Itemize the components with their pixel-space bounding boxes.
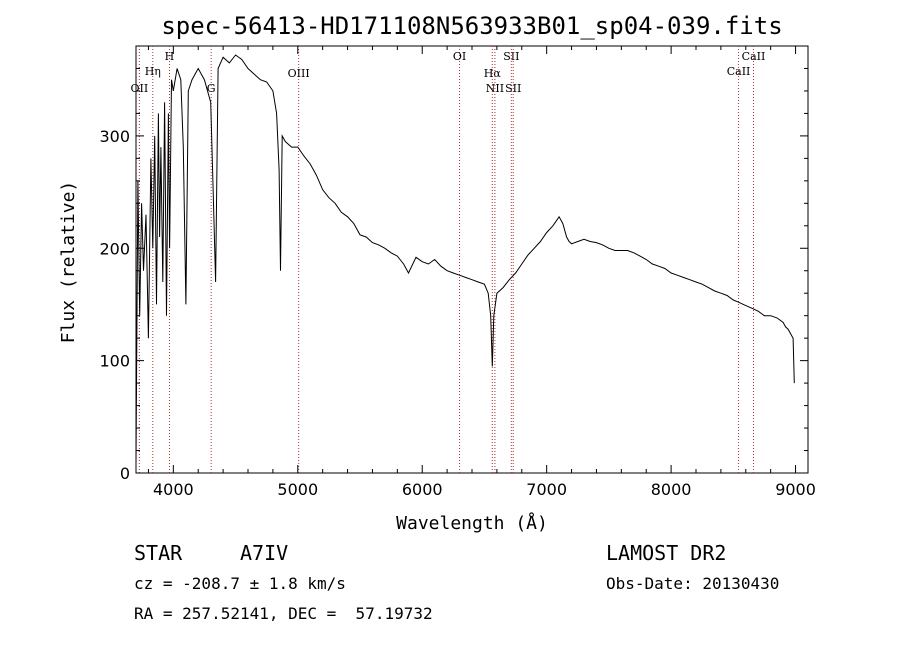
chart-title: spec-56413-HD171108N563933B01_sp04-039.f… (161, 12, 782, 40)
redshift-cz: cz = -208.7 ± 1.8 km/s (134, 574, 346, 593)
spectral-line-label: Hη (145, 65, 161, 78)
spectral-line-label: OII (131, 82, 149, 95)
x-tick-label: 5000 (277, 480, 318, 499)
object-subclass: A7IV (240, 541, 289, 565)
observation-date: Obs-Date: 20130430 (606, 574, 780, 593)
spectral-line-label: CaII (742, 50, 766, 63)
y-tick-label: 100 (99, 352, 130, 371)
y-tick-label: 0 (120, 464, 130, 483)
y-axis-label: Flux (relative) (58, 181, 79, 344)
spectral-line-label: OIII (288, 67, 310, 80)
x-tick-label: 9000 (775, 480, 816, 499)
spectral-line-label: SII (503, 50, 519, 63)
spectral-line-label: SII (505, 82, 521, 95)
x-tick-label: 4000 (153, 480, 194, 499)
axis-ticks: 4000 5000 6000 7000 8000 9000 0 100 200 300 (99, 46, 816, 499)
object-type: STAR (134, 541, 183, 565)
coordinates: RA = 257.52141, DEC = 57.19732 (134, 604, 433, 623)
x-tick-label: 6000 (402, 480, 443, 499)
plot-frame (135, 45, 809, 474)
x-axis-label: Wavelength (Å) (396, 512, 548, 534)
spectral-line-label: NII (486, 82, 504, 95)
spectral-line-label: CaII (727, 65, 751, 78)
x-tick-label: 7000 (526, 480, 567, 499)
spectral-line-label: OI (453, 50, 466, 63)
spectrum-line (135, 54, 795, 462)
spectral-line-label: H (165, 50, 175, 63)
y-tick-label: 300 (99, 127, 130, 146)
y-tick-label: 200 (99, 239, 130, 258)
x-tick-label: 8000 (651, 480, 692, 499)
survey-name: LAMOST DR2 (606, 541, 727, 565)
spectral-line-label: Hα (484, 67, 502, 80)
spectral-line-label: G (207, 82, 216, 95)
